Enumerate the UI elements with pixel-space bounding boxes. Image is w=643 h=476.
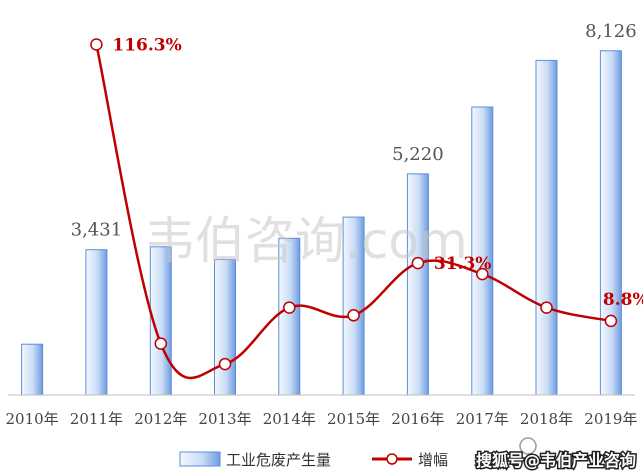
line-point <box>540 301 553 314</box>
bar <box>214 259 236 396</box>
bar <box>471 106 494 396</box>
category-label: 2018年 <box>520 410 573 428</box>
bar <box>535 59 558 396</box>
growth-value-label: 116.3% <box>112 36 181 56</box>
chat-bubble-icon <box>519 437 537 455</box>
category-label: 2011年 <box>70 410 123 428</box>
growth-line <box>95 44 612 380</box>
credit-text: 搜狐号@韦伯产业咨询 <box>476 451 636 470</box>
legend-bar-swatch <box>179 451 221 467</box>
growth-value-label: 8.8% <box>603 290 643 310</box>
category-label: 2010年 <box>6 410 59 428</box>
line-point <box>411 256 425 270</box>
bar <box>406 173 429 396</box>
line-point <box>347 309 360 322</box>
category-label: 2017年 <box>456 410 509 428</box>
bar-value-label: 8,126 <box>585 21 637 42</box>
category-label: 2015年 <box>327 410 380 428</box>
category-label: 2012年 <box>134 410 187 428</box>
data-labels: 3,431 5,220 8,126 116.3% 31.3% 8.8% <box>71 21 643 310</box>
line-point <box>154 337 168 350</box>
line-point <box>476 267 489 281</box>
legend-bar-label: 工业危废产生量 <box>226 451 331 469</box>
line-point <box>218 357 232 371</box>
bar-value-label: 3,431 <box>71 220 123 241</box>
credit-badge: 搜狐号@韦伯产业咨询 <box>475 437 638 472</box>
line-point <box>283 301 296 314</box>
category-label: 2016年 <box>391 410 444 428</box>
legend: 工业危废产生量 增幅 <box>179 451 448 469</box>
category-label: 2013年 <box>198 410 251 428</box>
legend-line-marker <box>386 453 398 465</box>
legend-line-label: 增幅 <box>418 451 448 469</box>
bar <box>21 343 44 396</box>
line-series <box>90 38 618 380</box>
watermark: 韦伯咨询.com <box>145 212 468 270</box>
line-point <box>90 38 103 51</box>
bar <box>85 249 108 396</box>
line-point <box>604 314 618 328</box>
category-label: 2014年 <box>263 410 316 428</box>
category-label: 2019年 <box>584 410 637 428</box>
bar <box>599 50 622 396</box>
category-labels: 2010年 2011年 2012年 2013年 2014年 2015年 2016年 2017年… <box>6 410 638 428</box>
growth-value-label: 31.3% <box>434 254 492 274</box>
bar-value-label: 5,220 <box>392 144 444 165</box>
